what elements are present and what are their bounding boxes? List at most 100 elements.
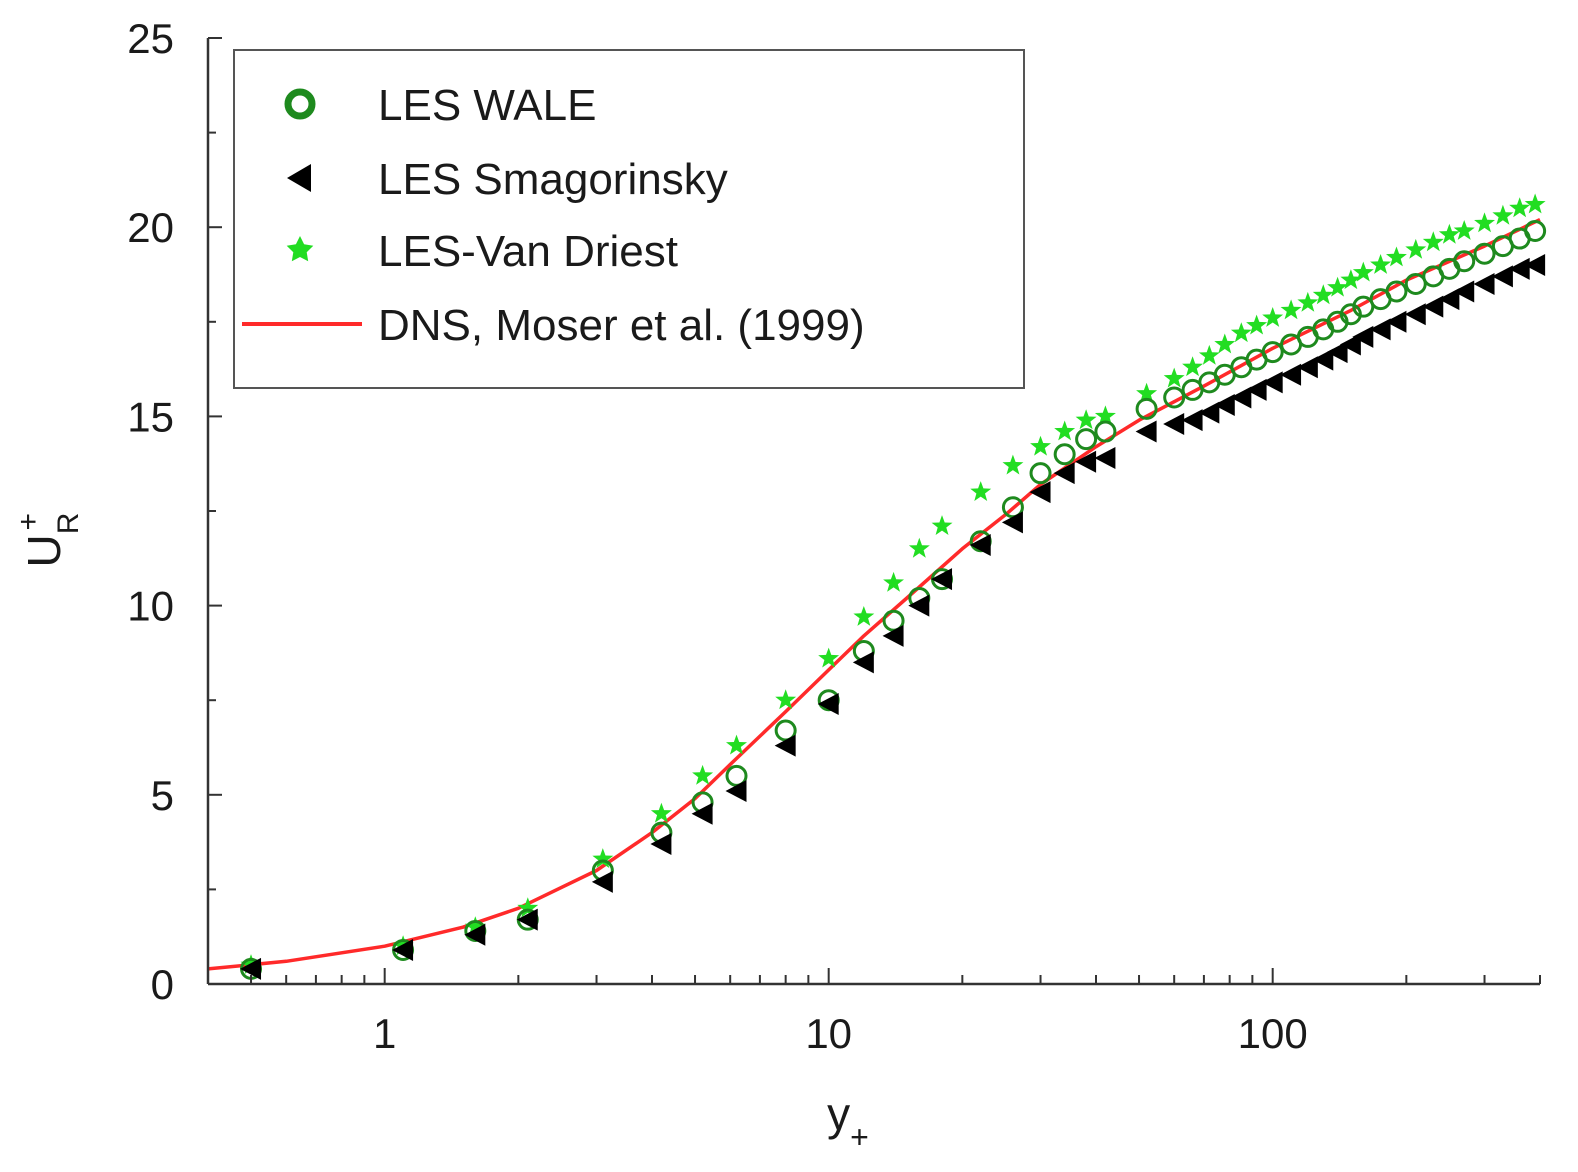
smagorinsky-point [1473, 272, 1495, 295]
smagorinsky-point [1491, 265, 1513, 288]
y-tick-label-5: 5 [151, 772, 174, 819]
van-driest-point [1030, 435, 1051, 456]
van-driest-point [464, 916, 486, 937]
smagorinsky-point [1339, 333, 1361, 356]
legend-box [233, 49, 1025, 389]
van-driest-point [517, 897, 539, 918]
x-axis-title-sub: + [850, 1119, 869, 1155]
legend-marker-les-van-driest [286, 236, 314, 262]
smagorinsky-point [1385, 310, 1407, 333]
smagorinsky-point [1029, 481, 1051, 504]
smagorinsky-point [774, 734, 796, 757]
smagorinsky-point [1404, 303, 1426, 326]
wale-point [1075, 428, 1098, 451]
smagorinsky-point [1001, 511, 1023, 534]
smagorinsky-point [1075, 450, 1097, 473]
smagorinsky-point [1213, 394, 1235, 417]
smagorinsky-point [931, 568, 953, 591]
van-driest-point [692, 764, 714, 785]
x-tick-label-1: 1 [373, 1010, 396, 1057]
wale-point [1053, 443, 1076, 466]
wale-point [1135, 397, 1158, 420]
series-les-smagorinsky [240, 254, 1546, 980]
van-driest-point [1474, 212, 1495, 233]
smagorinsky-point [1352, 325, 1374, 348]
smagorinsky-point [882, 624, 904, 647]
smagorinsky-point [969, 534, 991, 557]
y-tick-label-15: 15 [127, 393, 174, 440]
van-driest-point [1297, 291, 1319, 312]
y-axis-title-sub: R [52, 513, 85, 535]
van-driest-point [1386, 246, 1407, 267]
van-driest-point [853, 606, 875, 626]
van-driest-point [1405, 238, 1427, 259]
smagorinsky-point [691, 802, 713, 825]
series-les-wale [240, 219, 1547, 980]
smagorinsky-point [1245, 378, 1267, 401]
van-driest-point [1312, 284, 1334, 305]
legend-label-les-van-driest: LES-Van Driest [378, 227, 678, 276]
van-driest-point [1214, 333, 1236, 354]
smagorinsky-point [1453, 280, 1475, 303]
smagorinsky-point [516, 908, 538, 931]
y-tick-label-20: 20 [127, 204, 174, 251]
van-driest-point [1054, 420, 1076, 441]
smagorinsky-point [1312, 348, 1334, 371]
van-driest-point [1352, 261, 1374, 282]
smagorinsky-point [1280, 363, 1302, 386]
van-driest-point [1230, 322, 1252, 343]
y-tick-label-25: 25 [127, 15, 174, 62]
smagorinsky-point [817, 692, 839, 715]
van-driest-point [1327, 276, 1348, 297]
van-driest-point [1094, 405, 1116, 426]
wale-point [1094, 420, 1117, 443]
wale-point [1261, 341, 1284, 364]
x-axis-title: y+ [827, 1088, 869, 1155]
series-les-van-driest [240, 193, 1546, 974]
van-driest-point [908, 537, 930, 558]
wale-point [1163, 386, 1186, 409]
wale-point [1473, 242, 1496, 265]
smagorinsky-point [1181, 409, 1203, 432]
y-tick-label-10: 10 [127, 583, 174, 630]
smagorinsky-point [725, 780, 747, 803]
van-driest-point [1340, 269, 1362, 290]
x-tick-label-100: 100 [1238, 1010, 1308, 1057]
van-driest-point [931, 515, 953, 535]
y-tick-label-0: 0 [151, 961, 174, 1008]
legend-label-dns: DNS, Moser et al. (1999) [378, 301, 865, 350]
smagorinsky-point [1508, 257, 1530, 280]
smagorinsky-point [1135, 420, 1157, 443]
smagorinsky-point [240, 957, 262, 980]
van-driest-point [1492, 204, 1514, 225]
van-driest-point [818, 647, 840, 668]
van-driest-point [775, 689, 797, 710]
x-tick-label-10: 10 [805, 1010, 852, 1057]
smagorinsky-point [650, 832, 672, 855]
smagorinsky-point [1198, 401, 1220, 424]
wale-point [1524, 219, 1547, 242]
van-driest-point [1002, 454, 1024, 475]
smagorinsky-point [852, 651, 874, 674]
legend-marker-les-smagorinsky [287, 164, 311, 192]
van-driest-point [1524, 193, 1546, 214]
wale-point [1029, 462, 1052, 485]
van-driest-point [1198, 344, 1220, 365]
smagorinsky-point [1053, 462, 1075, 485]
van-driest-point [592, 848, 614, 868]
series-layer [207, 193, 1547, 980]
smagorinsky-point [1326, 341, 1348, 364]
wale-point [1385, 280, 1408, 303]
van-driest-point [883, 571, 904, 592]
van-driest-point [1453, 220, 1475, 240]
van-driest-point [1262, 307, 1284, 327]
legend-label-les-wale: LES WALE [378, 81, 596, 130]
van-driest-point [1246, 314, 1268, 335]
smagorinsky-point [1369, 318, 1391, 341]
van-driest-point [1280, 299, 1302, 320]
plot-area: 0 5 10 15 20 25 1 10 100 [127, 15, 1547, 1057]
smagorinsky-point [1438, 288, 1460, 311]
y-axis-title-sup: + [12, 513, 45, 531]
smagorinsky-point [1422, 295, 1444, 318]
